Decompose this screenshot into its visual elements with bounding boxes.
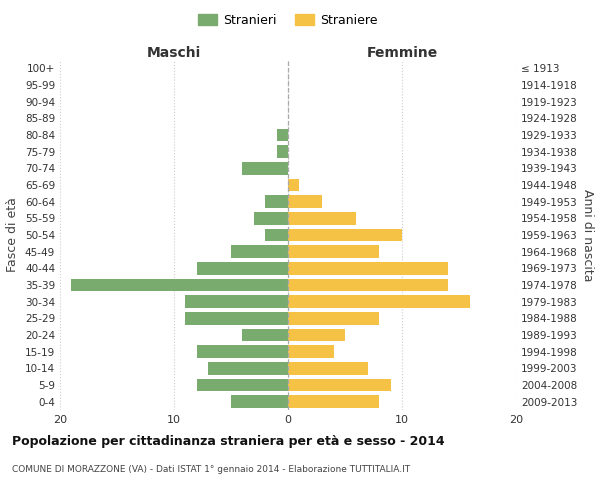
Text: Maschi: Maschi — [147, 46, 201, 60]
Y-axis label: Anni di nascita: Anni di nascita — [581, 188, 594, 281]
Bar — [231, 246, 288, 258]
Bar — [185, 296, 288, 308]
Bar — [288, 212, 356, 224]
Bar — [288, 346, 334, 358]
Bar — [288, 262, 448, 274]
Bar — [185, 312, 288, 324]
Bar — [288, 362, 368, 374]
Bar — [265, 229, 288, 241]
Bar — [197, 346, 288, 358]
Legend: Stranieri, Straniere: Stranieri, Straniere — [193, 8, 383, 32]
Bar — [242, 162, 288, 174]
Bar — [288, 279, 448, 291]
Bar — [277, 128, 288, 141]
Text: Popolazione per cittadinanza straniera per età e sesso - 2014: Popolazione per cittadinanza straniera p… — [12, 435, 445, 448]
Bar — [208, 362, 288, 374]
Text: COMUNE DI MORAZZONE (VA) - Dati ISTAT 1° gennaio 2014 - Elaborazione TUTTITALIA.: COMUNE DI MORAZZONE (VA) - Dati ISTAT 1°… — [12, 465, 410, 474]
Bar — [197, 379, 288, 391]
Bar — [242, 329, 288, 341]
Bar — [288, 196, 322, 208]
Bar — [254, 212, 288, 224]
Bar — [288, 296, 470, 308]
Bar — [277, 146, 288, 158]
Bar — [288, 312, 379, 324]
Bar — [288, 329, 345, 341]
Bar — [265, 196, 288, 208]
Bar — [288, 179, 299, 191]
Text: Femmine: Femmine — [367, 46, 437, 60]
Bar — [288, 379, 391, 391]
Bar — [231, 396, 288, 408]
Bar — [71, 279, 288, 291]
Bar — [288, 246, 379, 258]
Bar — [288, 396, 379, 408]
Bar — [197, 262, 288, 274]
Y-axis label: Fasce di età: Fasce di età — [7, 198, 19, 272]
Bar — [288, 229, 402, 241]
